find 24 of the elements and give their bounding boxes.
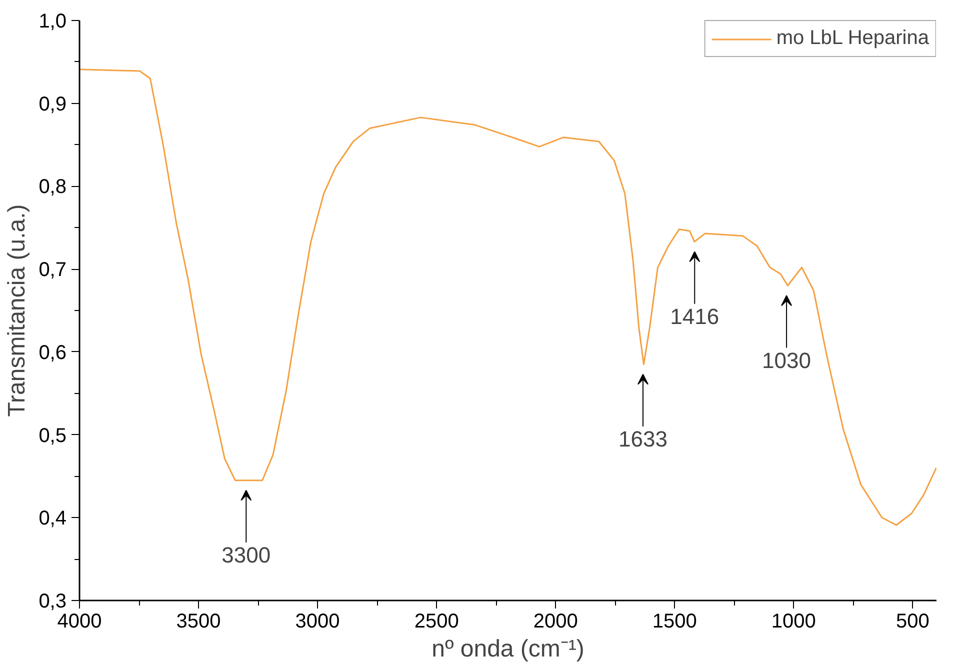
x-tick-label: 3000 <box>295 610 340 632</box>
x-tick-label: 500 <box>896 610 930 632</box>
y-tick-label: 1,0 <box>38 10 67 32</box>
line-series <box>80 68 936 526</box>
y-tick-label: 0,7 <box>38 259 67 282</box>
y-tick-label: 0,6 <box>38 342 67 364</box>
annotation: 3300 <box>222 542 271 568</box>
y-tick-label: 0,5 <box>38 424 67 447</box>
y-tick-label: 0,3 <box>38 590 67 612</box>
y-tick-label: 0,8 <box>38 176 67 198</box>
annotation: 1030 <box>762 348 812 373</box>
y-tick-label: 0,4 <box>38 508 67 530</box>
x-tick-label: 2000 <box>533 610 578 632</box>
x-axis-title: nº onda (cm⁻¹) <box>432 636 584 662</box>
x-tick-label: 4000 <box>57 610 102 632</box>
annotation: 1416 <box>670 304 720 330</box>
y-axis-title: Transmitancia (u.a.) <box>4 204 31 417</box>
legend-label: mo LbL Heparina <box>776 27 929 50</box>
x-tick-label: 3500 <box>176 610 221 632</box>
y-tick-label: 0,9 <box>38 93 67 116</box>
x-tick-label: 1500 <box>652 610 697 632</box>
x-tick-label: 1000 <box>771 610 816 632</box>
x-tick-label: 2500 <box>414 610 459 632</box>
annotation: 1633 <box>618 426 668 452</box>
